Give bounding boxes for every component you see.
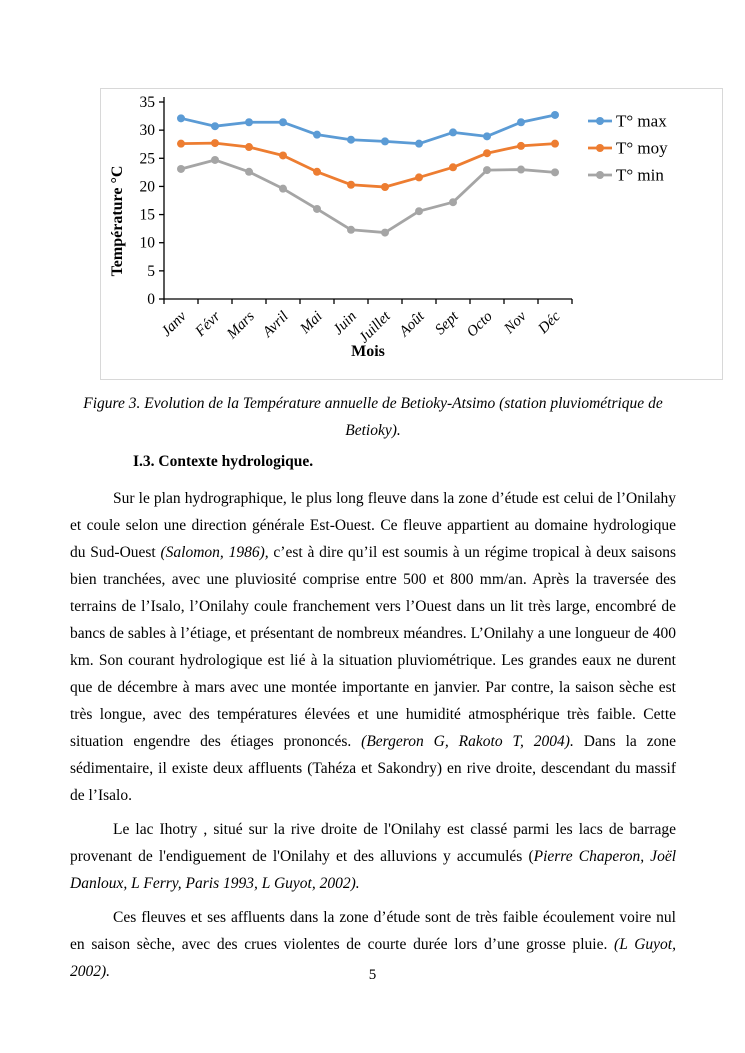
paragraph-text: c’est à dire qu’il est soumis à un régim…: [70, 544, 676, 750]
paragraph: Ces fleuves et ses affluents dans la zon…: [70, 904, 676, 985]
x-tick-label: Sept: [432, 308, 462, 338]
paragraph-text: Le lac Ihotry , situé sur la rive droite…: [70, 821, 676, 865]
data-point: [279, 151, 287, 160]
data-point: [381, 182, 389, 191]
data-point: [313, 167, 321, 176]
x-tick-label: Janv: [158, 308, 190, 340]
legend-label: T° min: [616, 166, 664, 185]
figure-caption: Figure 3. Evolution de la Température an…: [83, 395, 663, 439]
y-tick-label: 20: [140, 178, 156, 195]
data-point: [449, 163, 457, 172]
x-axis-title: Mois: [351, 343, 385, 360]
x-tick-label: Mars: [223, 308, 258, 343]
data-point: [381, 228, 389, 237]
y-tick-label: 10: [140, 235, 156, 252]
y-tick-label: 25: [140, 150, 156, 167]
paragraph-text: Sur le plan hydrographique, le plus long…: [70, 490, 676, 561]
data-point: [449, 198, 457, 207]
data-point: [347, 180, 355, 189]
body-text: Sur le plan hydrographique, le plus long…: [70, 485, 676, 992]
y-tick-label: 30: [140, 122, 156, 139]
data-point: [279, 184, 287, 193]
x-tick-label: Déc: [535, 308, 564, 337]
legend-label: T° max: [616, 112, 667, 131]
data-point: [313, 204, 321, 213]
y-tick-label: 35: [140, 94, 156, 111]
x-tick-label: Octo: [464, 308, 496, 340]
data-point: [245, 167, 253, 176]
y-tick-label: 5: [147, 263, 155, 280]
legend-marker: [596, 117, 604, 125]
data-point: [211, 155, 219, 164]
legend-label: T° moy: [616, 139, 668, 158]
data-point: [517, 118, 525, 127]
data-point: [483, 166, 491, 175]
x-tick-label: Févr: [192, 308, 224, 340]
section-heading: I.3. Contexte hydrologique.: [133, 453, 314, 470]
figure-3-chart: 0 5 10 15 20 25 30 35 Janv Févr Mars Avril Mai Juin Ju…: [100, 88, 723, 380]
x-tick-label: Avril: [259, 309, 292, 342]
paragraph: Sur le plan hydrographique, le plus long…: [70, 485, 676, 809]
x-tick-label: Juin: [330, 309, 360, 339]
data-point: [177, 139, 185, 148]
data-point: [177, 164, 185, 173]
data-point: [381, 137, 389, 146]
data-point: [415, 173, 423, 182]
series-line: [179, 113, 557, 146]
data-point: [245, 118, 253, 127]
data-point: [551, 139, 559, 148]
data-point: [483, 132, 491, 141]
data-point: [483, 149, 491, 158]
legend-marker: [596, 171, 604, 179]
x-tick-label: Mai: [297, 309, 326, 338]
paragraph-text: Dans la zone sédimentaire, il existe deu…: [70, 733, 676, 804]
series-line: [179, 158, 557, 234]
paragraph: Le lac Ihotry , situé sur la rive droite…: [70, 816, 676, 897]
y-axis-title: Température °C: [109, 166, 126, 277]
x-tick-label: Août: [396, 308, 429, 341]
data-point: [279, 118, 287, 127]
data-point: [347, 225, 355, 234]
data-point: [313, 130, 321, 139]
citation-text: (L Guyot, 2002).: [70, 936, 676, 980]
data-point: [177, 114, 185, 123]
y-tick-label: 15: [140, 207, 156, 224]
data-point: [517, 141, 525, 150]
citation-text: (Bergeron G, Rakoto T, 2004).: [361, 733, 574, 750]
paragraph-text: Ces fleuves et ses affluents dans la zon…: [70, 909, 676, 953]
data-point: [517, 165, 525, 174]
citation-text: (Salomon, 1986),: [160, 544, 269, 561]
x-tick-label: Nov: [501, 308, 530, 337]
data-point: [347, 135, 355, 144]
data-point: [211, 139, 219, 148]
data-point: [211, 122, 219, 131]
page-number: 5: [368, 967, 377, 983]
data-point: [449, 128, 457, 137]
data-point: [245, 143, 253, 152]
citation-text: Pierre Chaperon, Joël Danloux, L Ferry, …: [70, 848, 676, 892]
x-tick-label: Juillet: [356, 308, 394, 346]
data-point: [551, 168, 559, 177]
legend-marker: [596, 144, 604, 152]
data-point: [551, 110, 559, 119]
temperature-line-chart: 0 5 10 15 20 25 30 35 Janv Févr Mars Avril Mai JuinJu…: [109, 94, 668, 360]
data-point: [415, 139, 423, 148]
data-point: [415, 207, 423, 216]
series-line: [179, 141, 557, 189]
y-tick-label: 0: [147, 291, 155, 308]
